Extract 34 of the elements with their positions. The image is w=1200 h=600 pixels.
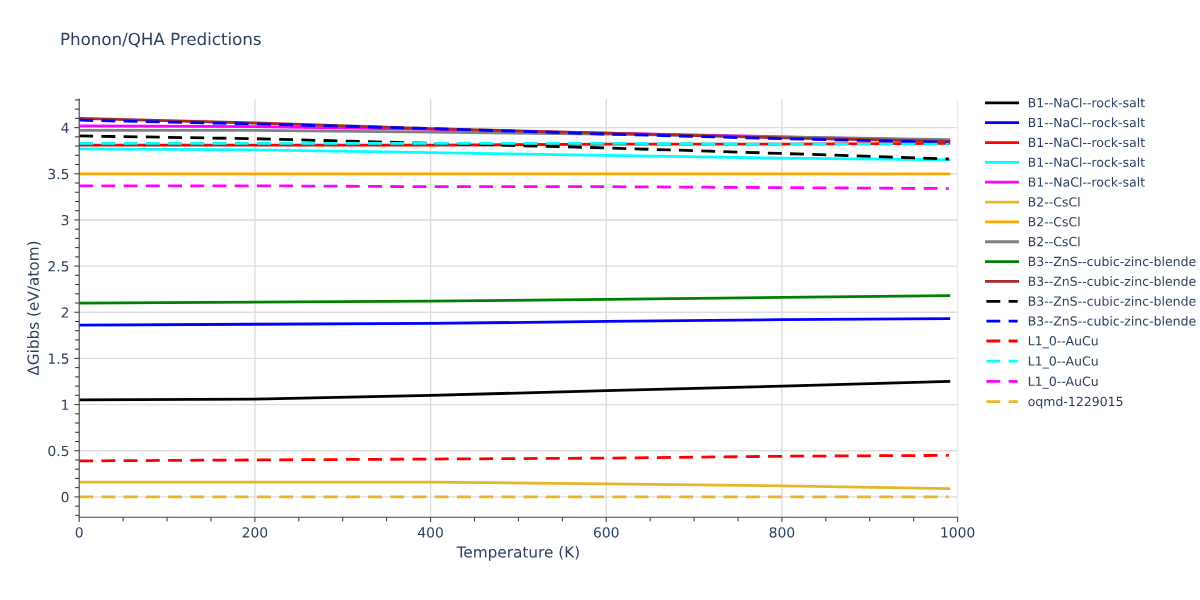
y-axis-title: ΔGibbs (eV/atom) — [27, 241, 41, 376]
x-tick-label: 1000 — [941, 527, 975, 538]
legend-label: B1--NaCl--rock-salt — [1028, 97, 1145, 108]
x-tick-label: 800 — [769, 527, 795, 538]
y-tick-label: 0.5 — [48, 445, 69, 457]
y-tick-label: 2 — [61, 307, 69, 318]
legend-label: B3--ZnS--cubic-zinc-blende — [1028, 296, 1196, 306]
y-tick-label: 1.5 — [48, 353, 69, 364]
legend-label: L1_0--AuCu — [1028, 376, 1098, 389]
x-axis-title: Temperature (K) — [456, 545, 579, 561]
chart-title: Phonon/QHA Predictions — [61, 32, 261, 48]
x-tick-label: 0 — [75, 527, 83, 538]
x-tick-label: 600 — [593, 527, 619, 538]
x-tick-label: 400 — [417, 527, 443, 538]
legend-label: B2--CsCl — [1028, 216, 1080, 227]
legend-label: B3--ZnS--cubic-zinc-blende — [1028, 276, 1196, 287]
legend-label: B1--NaCl--rock-salt — [1028, 157, 1145, 167]
legend-label: L1_0--AuCu — [1028, 356, 1098, 369]
y-tick-label: 1 — [62, 399, 69, 410]
y-tick-label: 3.5 — [48, 168, 69, 180]
y-tick-label: 4 — [61, 122, 69, 133]
legend-label: B1--NaCl--rock-salt — [1028, 117, 1145, 128]
x-tick-label: 200 — [242, 527, 268, 538]
y-tick-label: 2.5 — [48, 261, 69, 272]
legend-label: B1--NaCl--rock-salt — [1028, 177, 1145, 187]
y-tick-label: 3 — [61, 214, 69, 226]
legend-label: L1_0--AuCu — [1028, 336, 1098, 349]
legend-label: B3--ZnS--cubic-zinc-blende — [1028, 316, 1196, 326]
legend-label: B3--ZnS--cubic-zinc-blende — [1028, 256, 1196, 267]
legend-label: B2--CsCl — [1028, 196, 1080, 207]
legend-label: oqmd-1229015 — [1028, 396, 1123, 409]
y-tick-label: 0 — [61, 491, 69, 503]
legend-label: B1--NaCl--rock-salt — [1028, 137, 1145, 148]
legend-label: B2--CsCl — [1028, 236, 1080, 247]
